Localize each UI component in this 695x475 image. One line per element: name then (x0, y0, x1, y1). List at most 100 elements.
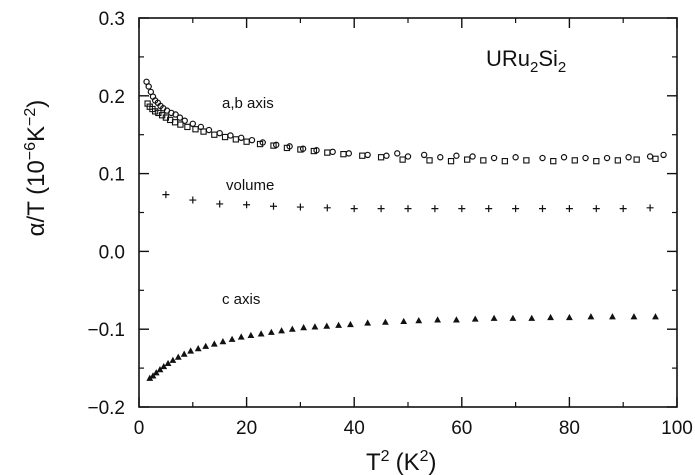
data-point-plus (350, 205, 358, 213)
series-plus (162, 191, 654, 213)
data-point-square (200, 128, 207, 135)
data-point-square (593, 158, 600, 165)
data-point-square (243, 138, 250, 145)
data-point-triangle (652, 313, 659, 320)
x-tick-label: 0 (134, 418, 145, 439)
data-point-plus (189, 196, 197, 204)
data-point-triangle (174, 353, 182, 360)
x-tick-label: 20 (236, 418, 257, 439)
data-point-plus (458, 205, 466, 213)
data-point-square (232, 136, 239, 143)
data-point-square (211, 131, 218, 138)
series-triangle (146, 313, 659, 381)
data-point-plus (404, 205, 412, 213)
data-point-circle (181, 117, 188, 124)
data-point-triangle (335, 321, 342, 328)
data-point-triangle (202, 342, 210, 349)
data-point-plus (485, 205, 493, 213)
data-point-square (270, 142, 277, 149)
data-point-triangle (169, 356, 177, 363)
data-point-circle (437, 154, 444, 161)
x-axis-title: T2 (K2) (366, 448, 436, 475)
data-point-triangle (547, 313, 554, 321)
data-point-plus (377, 205, 385, 213)
data-marks (143, 78, 667, 381)
data-point-square (633, 156, 640, 163)
data-point-square (283, 144, 291, 152)
data-point-plus (565, 205, 573, 213)
data-point-triangle (490, 314, 498, 321)
data-point-square (447, 158, 455, 165)
data-point-square (652, 155, 659, 162)
data-point-triangle (453, 316, 460, 323)
x-tick-label: 60 (451, 418, 472, 439)
data-point-triangle (400, 317, 408, 325)
data-point-plus (431, 205, 439, 213)
data-point-circle (453, 152, 460, 159)
data-point-circle (364, 151, 371, 159)
x-tick-label: 100 (661, 418, 693, 439)
data-point-circle (603, 154, 611, 162)
data-point-triangle (609, 313, 616, 320)
data-point-circle (176, 114, 184, 121)
data-point-triangle (382, 318, 389, 325)
data-point-triangle (364, 319, 372, 326)
data-point-triangle (152, 369, 160, 376)
data-point-square (221, 133, 229, 141)
x-tick-label: 80 (559, 418, 580, 439)
data-point-triangle (323, 322, 331, 329)
data-point-square (399, 156, 406, 163)
data-point-plus (243, 201, 251, 209)
data-point-triangle (300, 324, 308, 331)
series-label-volume: volume (226, 177, 274, 194)
data-point-triangle (288, 325, 296, 332)
series-square (144, 100, 659, 165)
data-point-circle (404, 153, 412, 160)
data-point-circle (469, 153, 476, 160)
data-point-plus (592, 205, 600, 213)
data-point-circle (345, 150, 353, 157)
data-point-square (501, 158, 508, 165)
data-point-triangle (257, 330, 265, 337)
data-point-square (256, 140, 264, 148)
data-point-triangle (311, 323, 319, 330)
data-point-plus (323, 204, 331, 212)
chart-title: URu2Si2 (486, 46, 566, 76)
data-point-circle (189, 120, 196, 128)
data-point-circle (560, 154, 568, 161)
data-point-square (340, 151, 347, 158)
data-point-triangle (210, 340, 218, 347)
data-point-circle (383, 152, 390, 159)
data-point-triangle (587, 313, 595, 320)
data-point-square (177, 121, 184, 128)
data-point-square (464, 156, 471, 163)
data-point-square (523, 157, 530, 164)
data-point-triangle (528, 314, 536, 321)
data-point-triangle (160, 362, 168, 370)
series-label-c-axis: c axis (222, 291, 260, 308)
data-point-plus (619, 205, 627, 213)
y-tick-label: −0.2 (87, 398, 125, 419)
data-point-triangle (164, 359, 172, 367)
data-point-triangle (415, 317, 423, 324)
data-point-triangle (509, 314, 517, 321)
data-point-square (324, 149, 331, 156)
data-point-plus (512, 205, 520, 213)
plot-border (138, 17, 678, 408)
data-point-triangle (228, 335, 236, 342)
data-point-circle (216, 129, 223, 137)
data-point-circle (329, 148, 336, 156)
data-point-square (571, 157, 578, 164)
data-point-triangle (194, 345, 202, 352)
data-point-square (550, 158, 557, 165)
y-axis-title: α/T (10−6K−2) (22, 100, 50, 237)
data-point-circle (145, 83, 152, 90)
data-point-triangle (219, 338, 227, 345)
data-point-circle (394, 150, 401, 157)
tick-labels: 0 20 40 60 80 100 −0.2 −0.1 0.0 0.1 0.2 0.3 (87, 9, 692, 439)
data-point-triangle (278, 327, 285, 334)
data-point-circle (238, 134, 245, 142)
data-point-plus (216, 200, 224, 208)
data-point-square (297, 146, 304, 153)
plot-frame (138, 17, 678, 408)
